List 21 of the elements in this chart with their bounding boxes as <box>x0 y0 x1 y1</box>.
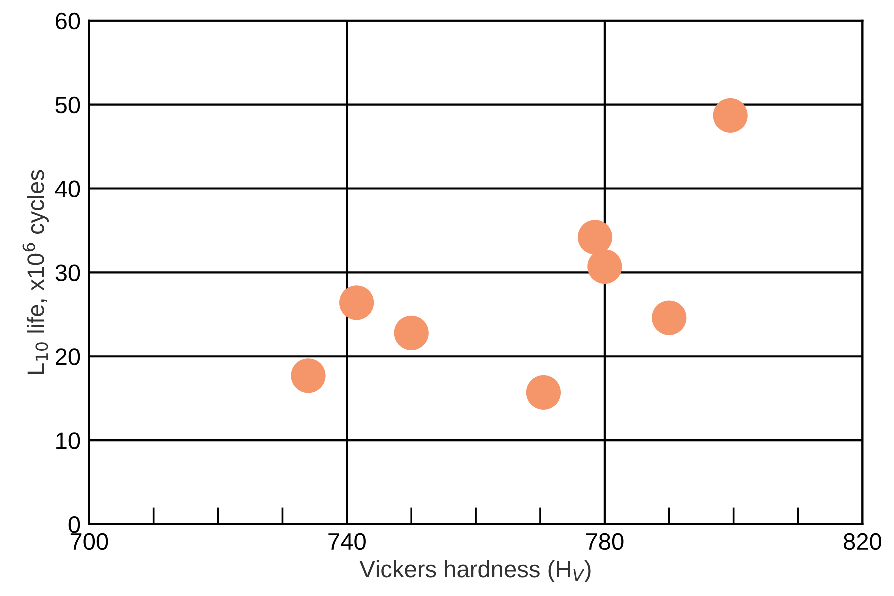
x-tick-label: 780 <box>586 533 624 550</box>
point <box>526 375 562 410</box>
x-tick-label: 740 <box>328 533 366 550</box>
y-axis-title: L$_{10}$ life, x10$^{6}$ cycles <box>22 170 50 374</box>
y-tick-label: 30 <box>56 264 80 282</box>
point <box>291 358 326 394</box>
x-tick-label: 700 <box>70 533 108 550</box>
x-axis-title: Vickers hardness (H$_{V}$) <box>360 560 591 582</box>
y-tick-label: 40 <box>55 180 80 198</box>
point <box>340 286 374 320</box>
y-tick-label: 10 <box>56 432 80 450</box>
x-tick-label: 820 <box>844 533 882 550</box>
y-tick-label: 20 <box>56 348 80 366</box>
point <box>713 98 748 133</box>
point <box>394 316 429 350</box>
point <box>588 250 622 284</box>
y-tick-label: 60 <box>56 12 80 30</box>
y-tick-label: 50 <box>56 96 80 114</box>
y-tick-label: 0 <box>68 516 80 534</box>
point <box>652 300 687 336</box>
point <box>578 220 613 255</box>
